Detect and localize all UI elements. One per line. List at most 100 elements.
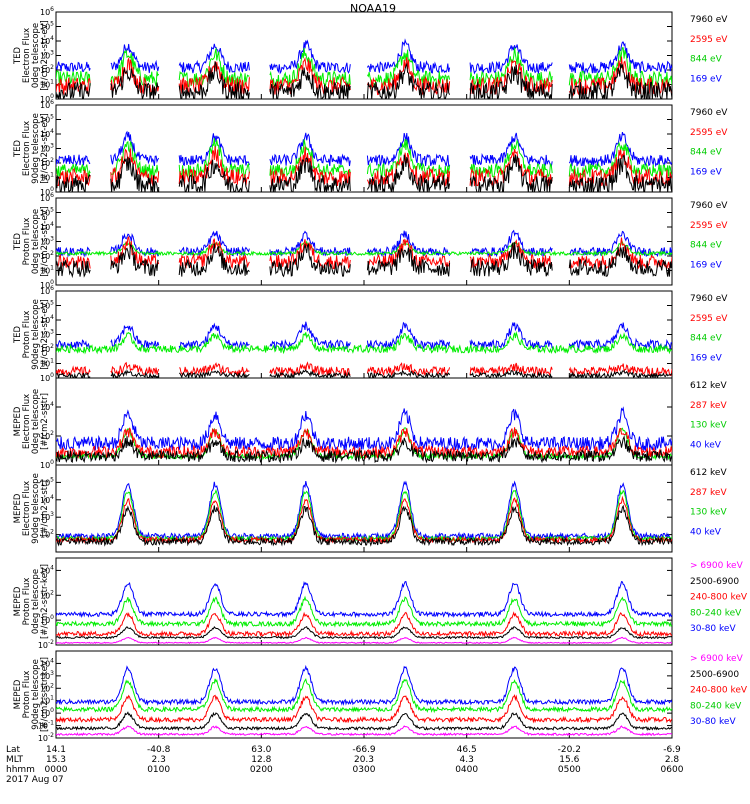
legend-entry: 30-80 keV bbox=[690, 717, 736, 727]
y-tick-label: 10-2 bbox=[38, 732, 54, 743]
y-axis-label: 0deg telescope bbox=[31, 569, 41, 634]
series-line bbox=[56, 38, 672, 76]
legend-entry: 40 keV bbox=[690, 527, 722, 537]
y-axis-label: [#/cm2-s-str-eV] bbox=[40, 206, 50, 276]
legend-entry: 130 keV bbox=[690, 508, 727, 518]
time-axis-value: 4.3 bbox=[460, 755, 474, 765]
legend-entry: 7960 eV bbox=[690, 15, 728, 25]
legend-entry: 80-240 keV bbox=[690, 608, 742, 618]
series-line bbox=[56, 480, 672, 542]
y-tick-label: 101 bbox=[40, 172, 54, 183]
legend-entry: 240-800 keV bbox=[690, 593, 748, 603]
series-line bbox=[56, 664, 672, 706]
y-tick-label: 102 bbox=[40, 343, 54, 354]
y-axis-label: Electron Flux bbox=[22, 28, 32, 83]
y-axis-label: MEPED bbox=[13, 406, 23, 436]
y-axis-label: [#/cm2-s-str] bbox=[40, 393, 50, 450]
y-tick-label: 10-2 bbox=[38, 639, 54, 650]
panel-meped-e-90: 102 103 104 105 MEPED Electron Flux 90deg tele… bbox=[13, 464, 727, 553]
y-tick-label: 103 bbox=[40, 236, 54, 247]
time-axis-value: 0400 bbox=[455, 765, 478, 775]
legend-entry: 2595 eV bbox=[690, 128, 728, 138]
series-line bbox=[56, 321, 672, 351]
legend-entry: 80-240 keV bbox=[690, 701, 742, 711]
legend-entry: 169 eV bbox=[690, 74, 723, 84]
y-axis-label: 90deg telescope bbox=[31, 473, 41, 544]
y-tick-label: 104 bbox=[40, 128, 54, 139]
panel-meped-e-0: 100 102 104 MEPED Electron Flux 0deg telescop… bbox=[13, 377, 727, 470]
legend-entry: 130 keV bbox=[690, 421, 727, 431]
y-tick-label: 100 bbox=[40, 459, 54, 470]
legend-entry: 612 keV bbox=[690, 381, 727, 391]
row-label-mlt: MLT bbox=[6, 755, 24, 765]
series-line bbox=[56, 580, 672, 619]
y-tick-label: 102 bbox=[40, 682, 54, 693]
y-axis-label: 90deg telescope bbox=[31, 659, 41, 730]
y-axis-label: 90deg telescope bbox=[31, 113, 41, 184]
y-tick-label: 102 bbox=[40, 250, 54, 261]
row-label-date: 2017 Aug 07 bbox=[6, 775, 64, 785]
time-axis-value: 0000 bbox=[45, 765, 68, 775]
time-axis-value: 63.0 bbox=[251, 745, 271, 755]
time-axis-value: 15.3 bbox=[46, 755, 66, 765]
time-axis-value: 0200 bbox=[250, 765, 273, 775]
y-axis-label: MEPED bbox=[13, 493, 23, 523]
panel-ted-e-90: 100 101 102 103 104 105 106 TED Electron Flux 90d… bbox=[13, 99, 728, 197]
legend-entry: > 6900 keV bbox=[690, 561, 744, 571]
series-line bbox=[56, 711, 672, 732]
y-tick-label: 101 bbox=[40, 265, 54, 276]
legend-entry: 240-800 keV bbox=[690, 686, 748, 696]
time-axis-value: 12.8 bbox=[251, 755, 271, 765]
y-axis-label: 0deg telescope bbox=[31, 209, 41, 274]
y-axis-label: Electron Flux bbox=[22, 394, 32, 449]
y-tick-label: 103 bbox=[40, 143, 54, 154]
legend-entry: 2500-6900 bbox=[690, 577, 739, 587]
series-line bbox=[56, 330, 672, 355]
legend-entry: 169 eV bbox=[690, 260, 723, 270]
y-axis-label: 0deg telescope bbox=[31, 389, 41, 454]
y-axis-label: TED bbox=[13, 139, 23, 158]
time-axis-value: -66.9 bbox=[352, 745, 376, 755]
time-axis-value: -6.9 bbox=[663, 745, 681, 755]
panel-frame bbox=[55, 650, 673, 739]
y-tick-label: 100 bbox=[40, 279, 54, 290]
y-tick-label: 104 bbox=[40, 35, 54, 46]
y-axis-label: 90deg telescope bbox=[31, 299, 41, 370]
y-axis-label: Electron Flux bbox=[22, 481, 32, 536]
series-line bbox=[56, 240, 672, 257]
legend-entry: > 6900 keV bbox=[690, 654, 744, 664]
y-tick-label: 102 bbox=[40, 529, 54, 540]
y-tick-label: 103 bbox=[40, 329, 54, 340]
y-tick-label: 102 bbox=[40, 64, 54, 75]
y-tick-label: 104 bbox=[40, 314, 54, 325]
series-line bbox=[56, 611, 672, 638]
series-line bbox=[56, 504, 672, 547]
y-tick-label: 102 bbox=[40, 589, 54, 600]
panel-ted-p-0: 100 101 102 103 104 105 106 TED Proton Flux 0deg … bbox=[13, 192, 728, 290]
series-line bbox=[56, 725, 672, 737]
series-line bbox=[56, 595, 672, 628]
legend-entry: 844 eV bbox=[690, 241, 723, 251]
legend-entry: 2595 eV bbox=[690, 35, 728, 45]
y-tick-label: 106 bbox=[40, 99, 54, 110]
y-tick-label: 105 bbox=[40, 21, 54, 32]
panel-frame bbox=[55, 290, 673, 379]
series-line bbox=[56, 488, 672, 543]
y-tick-label: 104 bbox=[40, 657, 54, 668]
series-line bbox=[56, 235, 672, 271]
y-axis-label: Electron Flux bbox=[22, 121, 32, 176]
legend-entry: 287 keV bbox=[690, 401, 727, 411]
panel-ted-e-0: 100 101 102 103 104 105 106 TED Electron Flux 0de… bbox=[13, 6, 728, 104]
y-tick-label: 104 bbox=[40, 221, 54, 232]
series-line bbox=[56, 435, 672, 464]
row-label-hhmm: hhmm bbox=[6, 765, 35, 775]
legend-entry: 2595 eV bbox=[690, 314, 728, 324]
y-tick-label: 101 bbox=[40, 695, 54, 706]
y-tick-label: 101 bbox=[40, 358, 54, 369]
y-tick-label: 101 bbox=[40, 79, 54, 90]
legend-entry: 612 keV bbox=[690, 468, 727, 478]
y-tick-label: 106 bbox=[40, 285, 54, 296]
y-axis-label: Proton Flux bbox=[22, 671, 32, 719]
